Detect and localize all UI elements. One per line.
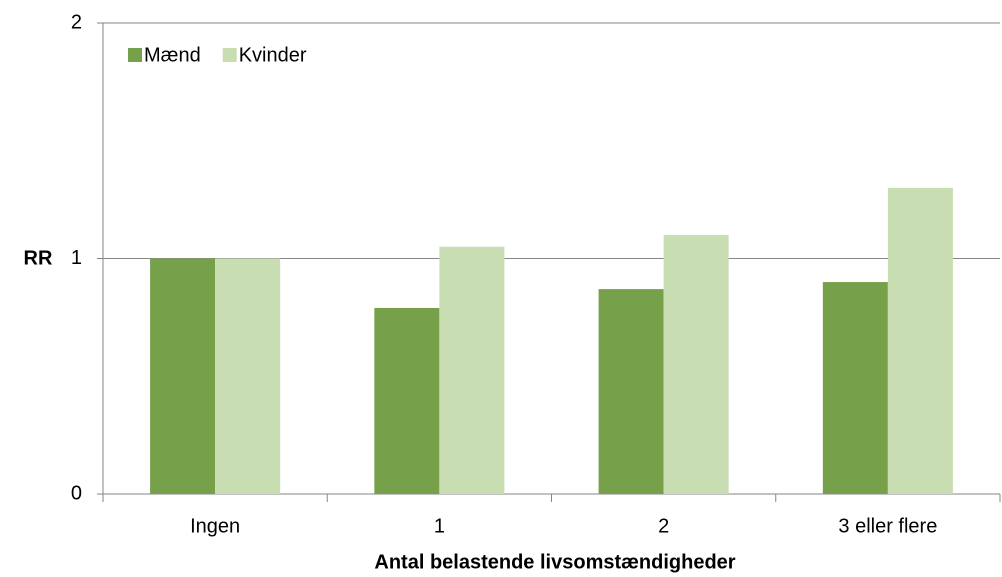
bar bbox=[822, 282, 888, 494]
bar bbox=[439, 246, 505, 494]
legend-label: Mænd bbox=[144, 44, 201, 66]
bar bbox=[598, 289, 664, 494]
legend-swatch bbox=[222, 48, 237, 62]
y-tick-label: 1 bbox=[71, 247, 82, 269]
x-axis-label: Antal belastende livsomstændigheder bbox=[374, 551, 735, 573]
bar bbox=[215, 258, 281, 494]
x-tick-label: Ingen bbox=[190, 515, 240, 537]
x-tick-label: 1 bbox=[434, 515, 445, 537]
y-tick-label: 0 bbox=[71, 482, 82, 504]
bar bbox=[887, 187, 953, 494]
x-tick-label: 2 bbox=[658, 515, 669, 537]
y-tick-label: 2 bbox=[71, 11, 82, 33]
y-axis-label: RR bbox=[24, 247, 53, 269]
bar bbox=[663, 234, 729, 494]
x-tick-label: 3 eller flere bbox=[838, 515, 937, 537]
bar bbox=[150, 258, 216, 494]
legend-swatch bbox=[128, 48, 142, 62]
legend-label: Kvinder bbox=[239, 44, 307, 66]
bar bbox=[374, 307, 440, 494]
